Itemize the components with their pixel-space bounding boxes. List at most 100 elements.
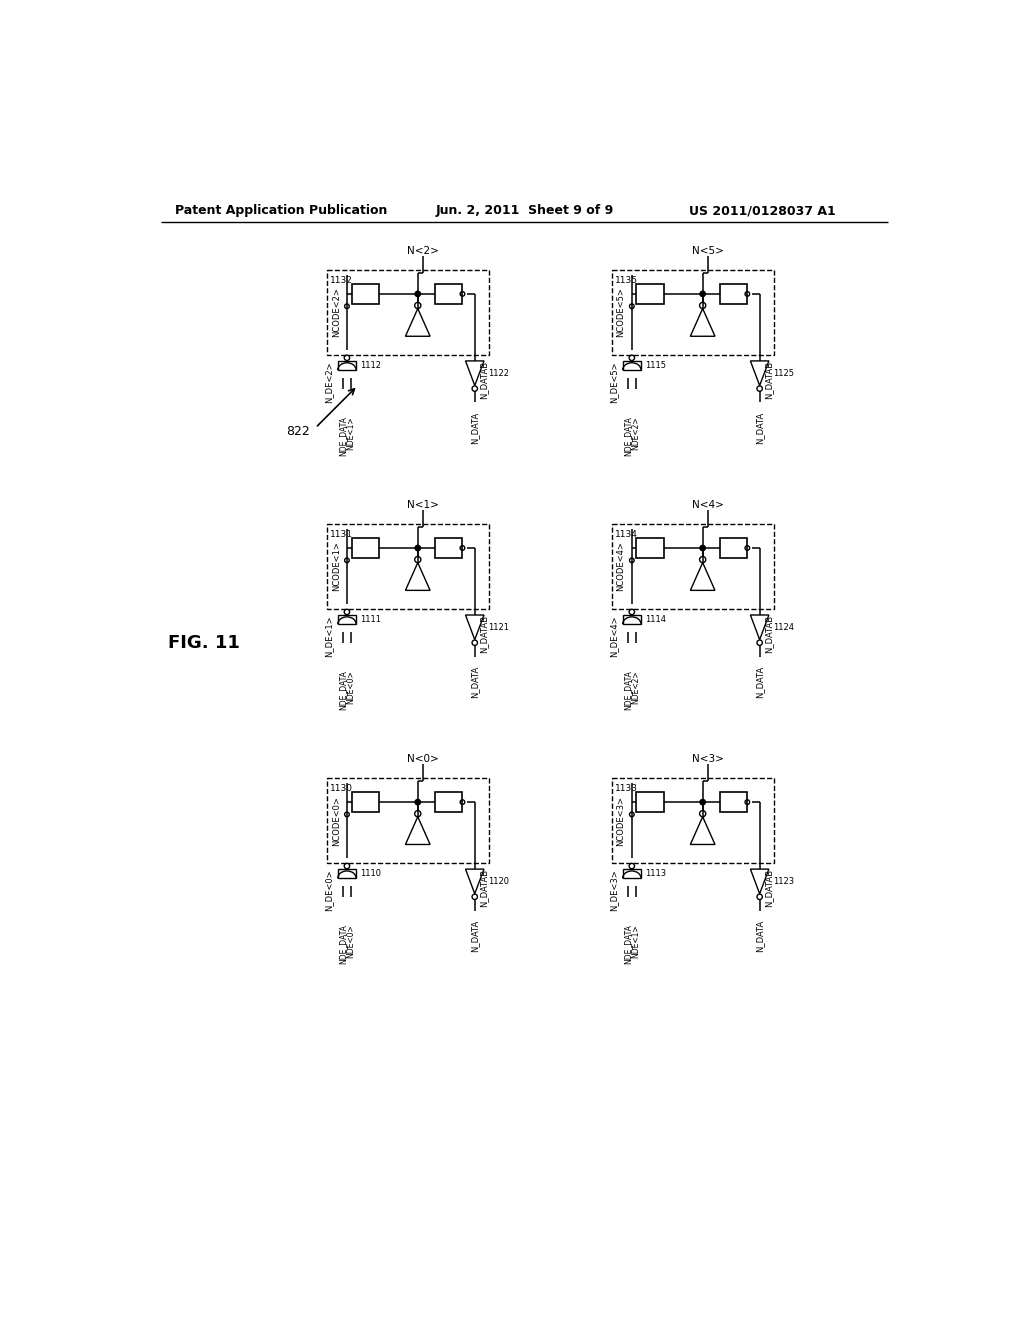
Text: 1131: 1131 xyxy=(330,531,353,540)
Bar xyxy=(351,792,379,812)
Text: N<3>: N<3> xyxy=(692,754,724,764)
Bar xyxy=(637,284,665,304)
Text: NDE<1>: NDE<1> xyxy=(346,416,355,450)
Text: 1114: 1114 xyxy=(645,615,666,624)
Text: NDE<2>: NDE<2> xyxy=(631,671,640,704)
Text: 1122: 1122 xyxy=(487,368,509,378)
Text: 1132: 1132 xyxy=(330,276,353,285)
Bar xyxy=(720,284,748,304)
Text: 1134: 1134 xyxy=(614,531,638,540)
Text: NCODE<3>: NCODE<3> xyxy=(616,796,626,846)
Bar xyxy=(327,524,488,609)
Text: N<1>: N<1> xyxy=(408,500,439,510)
Text: FIG. 11: FIG. 11 xyxy=(168,635,240,652)
Polygon shape xyxy=(751,360,769,385)
Text: N_DATA: N_DATA xyxy=(470,665,479,698)
Bar xyxy=(611,779,773,863)
Polygon shape xyxy=(466,615,484,640)
Text: N_DE<0>: N_DE<0> xyxy=(324,869,333,911)
Circle shape xyxy=(415,545,421,550)
Bar xyxy=(623,615,641,624)
Bar xyxy=(327,271,488,355)
Bar xyxy=(338,869,356,878)
Text: NDE_DATA: NDE_DATA xyxy=(339,924,348,964)
Polygon shape xyxy=(690,562,715,590)
Text: N_DE<1>: N_DE<1> xyxy=(324,615,333,656)
Text: NDE<2>: NDE<2> xyxy=(631,416,640,450)
Text: 1130: 1130 xyxy=(330,784,353,793)
Text: N_DE<4>: N_DE<4> xyxy=(609,615,617,656)
Text: 1133: 1133 xyxy=(614,784,638,793)
Bar xyxy=(611,524,773,609)
Text: NDE_DATA: NDE_DATA xyxy=(624,671,633,710)
Bar xyxy=(435,792,463,812)
Text: NDE<0>: NDE<0> xyxy=(346,671,355,704)
Text: N<0>: N<0> xyxy=(408,754,439,764)
Text: US 2011/0128037 A1: US 2011/0128037 A1 xyxy=(688,205,836,218)
Text: 1110: 1110 xyxy=(360,870,381,878)
Text: Jun. 2, 2011  Sheet 9 of 9: Jun. 2, 2011 Sheet 9 of 9 xyxy=(435,205,614,218)
Text: NDE<1>: NDE<1> xyxy=(631,924,640,958)
Text: 1120: 1120 xyxy=(487,876,509,886)
Text: NDE_DATA: NDE_DATA xyxy=(624,416,633,455)
Text: 1135: 1135 xyxy=(614,276,638,285)
Text: 1113: 1113 xyxy=(645,870,666,878)
Text: N_DE<2>: N_DE<2> xyxy=(324,360,333,403)
Bar xyxy=(338,615,356,624)
Circle shape xyxy=(700,545,706,550)
Circle shape xyxy=(700,800,706,805)
Text: 822: 822 xyxy=(287,425,310,438)
Bar xyxy=(338,360,356,370)
Text: NDE_DATA: NDE_DATA xyxy=(339,671,348,710)
Text: N_DATA: N_DATA xyxy=(470,412,479,444)
Polygon shape xyxy=(751,615,769,640)
Text: NCODE<4>: NCODE<4> xyxy=(616,541,626,591)
Bar xyxy=(637,792,665,812)
Bar xyxy=(720,539,748,558)
Text: 1111: 1111 xyxy=(360,615,381,624)
Text: N<4>: N<4> xyxy=(692,500,724,510)
Text: Patent Application Publication: Patent Application Publication xyxy=(174,205,387,218)
Text: N_DATAB: N_DATAB xyxy=(479,869,488,907)
Bar xyxy=(623,360,641,370)
Text: N_DATA: N_DATA xyxy=(755,665,764,698)
Bar xyxy=(327,779,488,863)
Bar xyxy=(611,271,773,355)
Bar xyxy=(637,539,665,558)
Text: N_DATAB: N_DATAB xyxy=(764,869,773,907)
Text: NCODE<0>: NCODE<0> xyxy=(332,796,341,846)
Text: N_DATAB: N_DATAB xyxy=(479,360,488,399)
Text: NDE<0>: NDE<0> xyxy=(346,924,355,958)
Bar xyxy=(435,539,463,558)
Text: N_DE<5>: N_DE<5> xyxy=(609,360,617,403)
Text: NCODE<5>: NCODE<5> xyxy=(616,288,626,338)
Polygon shape xyxy=(406,309,430,337)
Text: 1123: 1123 xyxy=(773,876,794,886)
Text: 1121: 1121 xyxy=(487,623,509,632)
Text: NCODE<2>: NCODE<2> xyxy=(332,288,341,338)
Text: NDE_DATA: NDE_DATA xyxy=(339,416,348,455)
Text: NDE_DATA: NDE_DATA xyxy=(624,924,633,964)
Text: N<2>: N<2> xyxy=(408,246,439,256)
Polygon shape xyxy=(406,562,430,590)
Bar xyxy=(435,284,463,304)
Text: 1115: 1115 xyxy=(645,362,666,370)
Polygon shape xyxy=(406,817,430,845)
Polygon shape xyxy=(751,869,769,894)
Text: 1112: 1112 xyxy=(360,362,381,370)
Circle shape xyxy=(415,292,421,297)
Text: N_DATA: N_DATA xyxy=(755,920,764,952)
Polygon shape xyxy=(466,869,484,894)
Bar xyxy=(351,284,379,304)
Bar xyxy=(623,869,641,878)
Circle shape xyxy=(415,800,421,805)
Text: N_DATA: N_DATA xyxy=(470,920,479,952)
Polygon shape xyxy=(466,360,484,385)
Polygon shape xyxy=(690,309,715,337)
Text: N_DATAB: N_DATAB xyxy=(479,615,488,653)
Text: NCODE<1>: NCODE<1> xyxy=(332,541,341,591)
Text: 1124: 1124 xyxy=(773,623,794,632)
Text: 1125: 1125 xyxy=(773,368,794,378)
Text: N_DATAB: N_DATAB xyxy=(764,360,773,399)
Text: N_DE<3>: N_DE<3> xyxy=(609,869,617,911)
